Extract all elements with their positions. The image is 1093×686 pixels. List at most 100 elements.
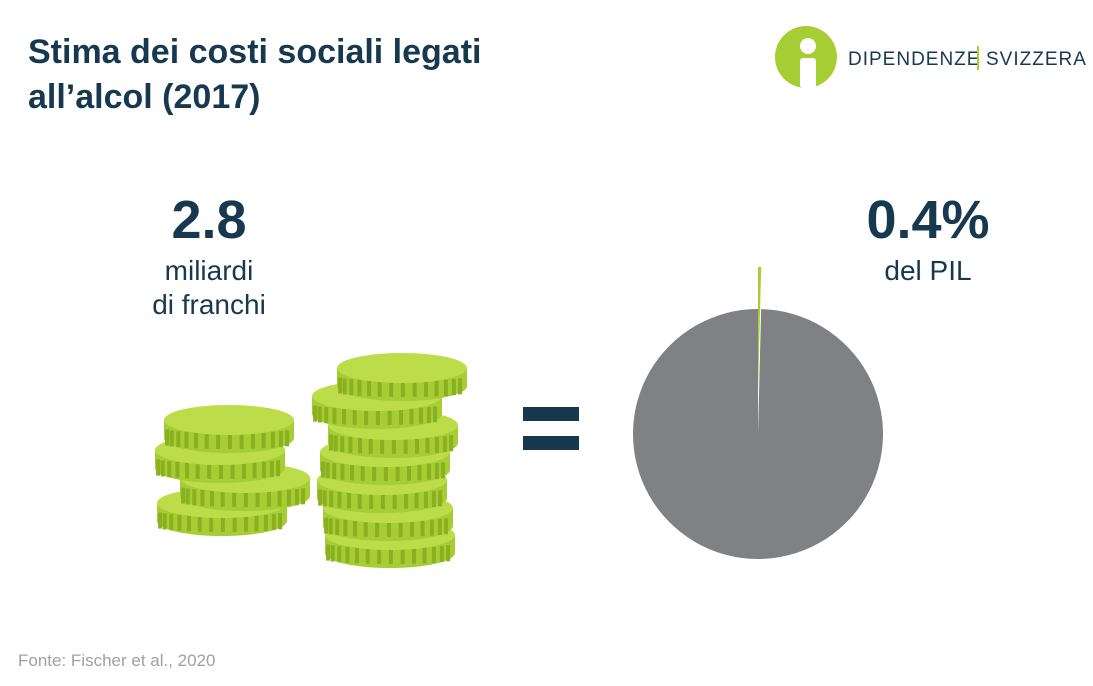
coin-stripe xyxy=(367,380,372,397)
coin-stripe xyxy=(358,437,363,454)
coin-stripe xyxy=(383,464,388,481)
coin-stripe xyxy=(434,463,439,480)
coin-stripe xyxy=(411,547,416,564)
coin-stripe xyxy=(181,487,186,504)
coin-stripe xyxy=(400,380,405,397)
logo-divider xyxy=(977,46,979,70)
coin-stripe xyxy=(324,407,329,424)
coin-stripe xyxy=(414,437,419,454)
coin-stripe xyxy=(335,519,340,536)
coin-stripe xyxy=(261,432,266,449)
logo-body xyxy=(800,58,816,88)
coin-stripe xyxy=(286,489,291,506)
coin-stripe xyxy=(375,520,380,537)
coin-stripe xyxy=(271,514,276,531)
pie-slice xyxy=(632,309,883,559)
coin-stripe xyxy=(301,488,306,505)
coin-stripe xyxy=(352,408,357,425)
coin-stripe xyxy=(220,490,225,507)
coin-stripe xyxy=(342,378,347,395)
coin-stripe xyxy=(377,380,382,397)
coin-stripe xyxy=(184,431,189,448)
coin-stripe xyxy=(207,462,212,479)
coin-stripe xyxy=(332,407,337,424)
coin-stripe xyxy=(388,547,393,564)
coin-stripe xyxy=(326,544,331,561)
coin-stripe xyxy=(318,489,323,506)
coin-stripe xyxy=(380,437,385,454)
coin-stripe xyxy=(357,492,362,509)
coin-stripe xyxy=(395,464,400,481)
coin-stripe xyxy=(451,379,456,396)
coin-stripe xyxy=(185,462,190,479)
equals xyxy=(523,407,579,421)
coin-stripe xyxy=(369,492,374,509)
logo-text: DIPENDENZE xyxy=(848,49,980,70)
coin-stripe xyxy=(254,515,259,532)
coin-stripe xyxy=(406,464,411,481)
coin-stripe xyxy=(403,492,408,509)
coin-stripe xyxy=(363,520,368,537)
coin-stripe xyxy=(263,514,268,531)
coin-stripe xyxy=(313,405,318,422)
coin-stripe xyxy=(232,490,237,507)
coin-stripe xyxy=(328,518,333,535)
coin-stripe xyxy=(368,437,373,454)
coin-stripe xyxy=(216,432,221,449)
coin-stripe xyxy=(252,462,257,479)
coin-stripe xyxy=(204,432,209,449)
coin-stripe xyxy=(333,435,338,452)
coin-stripe xyxy=(458,378,463,395)
coin-stripe xyxy=(278,431,283,448)
coin-stripe xyxy=(255,490,260,507)
coin-stripe xyxy=(417,464,422,481)
coin-stripe xyxy=(398,408,403,425)
coin-stripe xyxy=(431,546,436,563)
coin-stripe xyxy=(197,515,202,532)
coin-stripe xyxy=(185,488,190,505)
coin-stripe xyxy=(317,406,322,423)
coin-stripe xyxy=(276,460,281,477)
coin-stripe xyxy=(441,462,446,479)
coin-stripe xyxy=(433,406,438,423)
coin-stripe xyxy=(261,461,266,478)
coin-stripe xyxy=(443,379,448,396)
coin-stripe xyxy=(365,547,370,564)
coin-stripe xyxy=(218,462,223,479)
coin-stripe xyxy=(337,491,342,508)
coin-stripe xyxy=(423,491,428,508)
coin-stripe xyxy=(409,408,414,425)
cost-unit: miliardi xyxy=(165,255,254,286)
coin-stripe xyxy=(360,464,365,481)
coins xyxy=(155,353,467,568)
coin-stripe xyxy=(167,461,172,478)
coin-stripe xyxy=(338,377,343,394)
coin-stripe xyxy=(412,380,417,397)
coin-stripe xyxy=(446,545,451,562)
source: Fonte: Fischer et al., 2020 xyxy=(18,651,216,670)
logo-text: SVIZZERA xyxy=(986,49,1087,70)
coin-stripe xyxy=(429,519,434,536)
coin-stripe xyxy=(194,432,199,449)
coin-stripe xyxy=(269,461,274,478)
coin-stripe xyxy=(340,463,345,480)
coin-stripe xyxy=(426,463,431,480)
coin-stripe xyxy=(162,513,167,530)
coin-stripe xyxy=(187,515,192,532)
coin-stripe xyxy=(243,515,248,532)
pie-slice xyxy=(758,267,762,392)
coin-stripe xyxy=(347,492,352,509)
coin-stripe xyxy=(176,431,181,448)
coin-stripe xyxy=(444,518,449,535)
pie-value-label: 0.4% xyxy=(866,190,989,250)
coin-stripe xyxy=(442,436,447,453)
coin-stripe xyxy=(337,546,342,563)
coin-stripe xyxy=(227,432,232,449)
coin-stripe xyxy=(420,520,425,537)
coin-stripe xyxy=(329,491,334,508)
coin-stripe xyxy=(380,492,385,509)
coin-stripe xyxy=(449,435,454,452)
coin-stripe xyxy=(350,464,355,481)
coin-stripe xyxy=(398,520,403,537)
